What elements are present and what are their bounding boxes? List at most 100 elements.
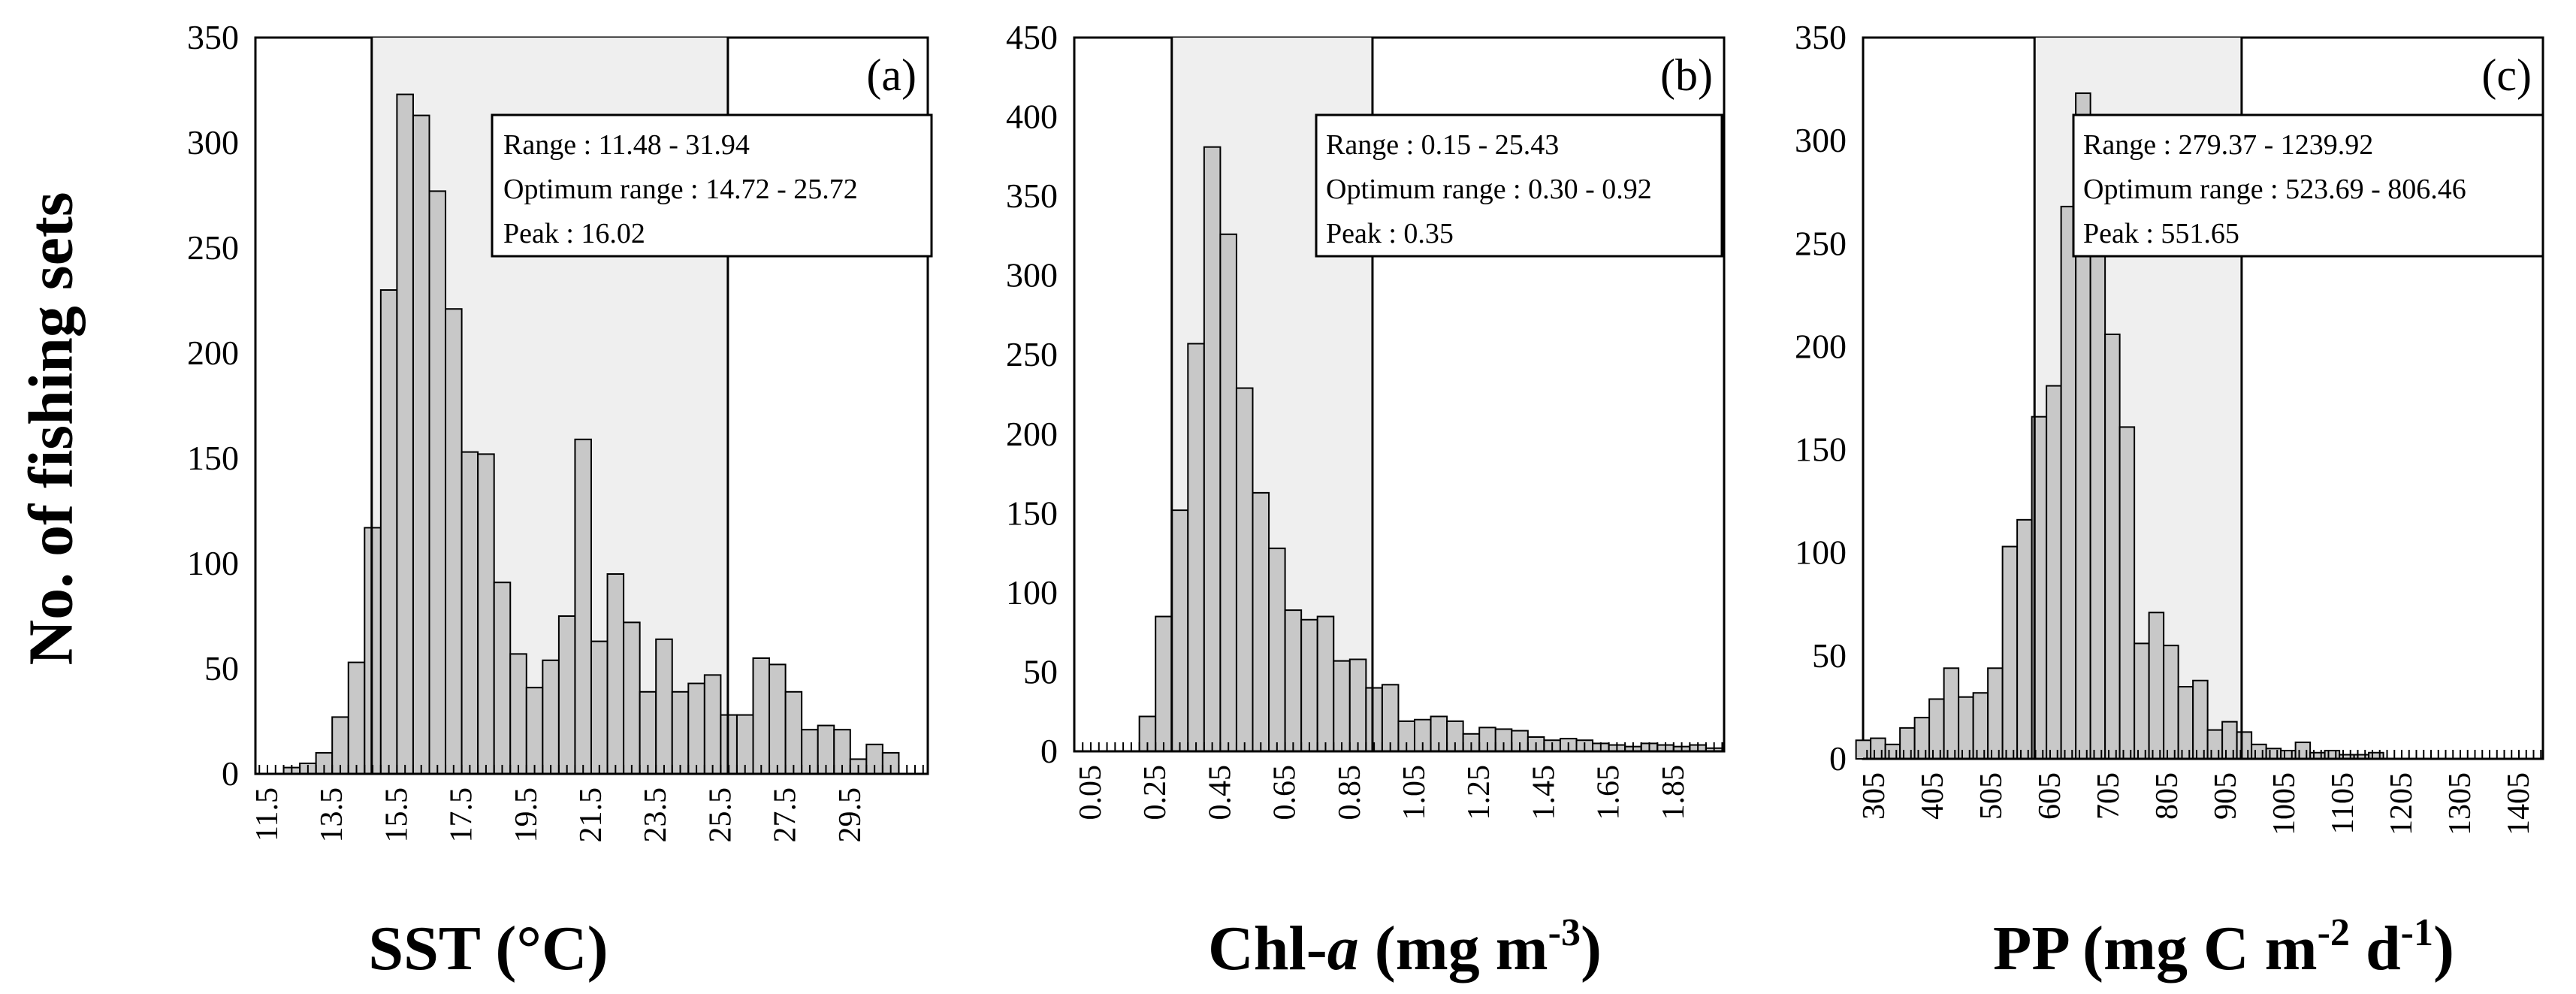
x-tick-label: 23.5 — [639, 787, 673, 843]
histogram-bar — [412, 114, 430, 775]
histogram-bar — [525, 687, 544, 775]
x-tick-label: 1005 — [2267, 772, 2302, 835]
y-tick-label: 250 — [1795, 224, 1847, 262]
x-tick-label: 1205 — [2384, 772, 2419, 835]
histogram-bar — [1913, 717, 1931, 760]
histogram-bar — [655, 638, 673, 775]
histogram-bar — [2192, 679, 2209, 760]
panel-label-b: (b) — [1660, 50, 1713, 100]
x-tick-label: 0.25 — [1138, 765, 1173, 820]
histogram-bar — [769, 663, 787, 775]
chl-bars — [1138, 38, 1723, 753]
histogram-bar — [2177, 686, 2194, 760]
x-title-c-sup2: -1 — [2401, 911, 2433, 954]
x-tick-label: 13.5 — [315, 787, 349, 843]
y-tick-label: 350 — [1006, 177, 1058, 215]
histogram-bar — [1987, 667, 2004, 760]
info-optimum-a: Optimum range : 14.72 - 25.72 — [503, 174, 858, 205]
x-tick-label: 1105 — [2326, 772, 2360, 834]
y-tick-label: 150 — [187, 439, 239, 477]
info-peak-c: Peak : 551.65 — [2083, 218, 2239, 249]
x-tick-label: 905 — [2209, 772, 2243, 820]
x-title-b-end: ) — [1581, 914, 1602, 983]
histogram-bar — [2001, 545, 2019, 760]
y-tick-label: 50 — [1023, 652, 1058, 690]
histogram-bar — [557, 615, 576, 775]
histogram-bar — [590, 640, 609, 775]
histogram-bar — [2118, 426, 2136, 760]
y-tick-label: 100 — [1795, 533, 1847, 572]
x-tick-label: 605 — [2033, 772, 2067, 820]
x-tick-label: 1405 — [2502, 772, 2536, 835]
histogram-bar — [2206, 729, 2224, 760]
x-title-c-end: ) — [2433, 914, 2454, 983]
histogram-bar — [606, 573, 625, 775]
x-tick-label: 1.25 — [1462, 765, 1496, 820]
x-tick-label: 0.05 — [1074, 765, 1108, 820]
histogram-bar — [639, 690, 657, 775]
y-tick-label: 0 — [1829, 739, 1847, 778]
x-tick-label: 1.65 — [1592, 765, 1626, 820]
info-box-c — [2072, 113, 2544, 258]
histogram-bar — [347, 661, 366, 775]
x-title-b-sup: -3 — [1548, 911, 1581, 954]
info-peak-a: Peak : 16.02 — [503, 218, 645, 249]
histogram-bar — [2060, 205, 2077, 760]
panel-label-a: (a) — [866, 50, 917, 100]
info-peak-b: Peak : 0.35 — [1326, 218, 1454, 249]
y-tick-label: 200 — [1795, 327, 1847, 365]
x-tick-label: 21.5 — [574, 787, 609, 843]
histogram-bar — [1333, 660, 1351, 753]
y-tick-label: 200 — [187, 334, 239, 372]
histogram-bar — [2104, 333, 2121, 760]
x-tick-label: 1305 — [2443, 772, 2478, 835]
histogram-bar — [2016, 518, 2033, 760]
x-tick-label: 27.5 — [769, 787, 803, 843]
chl-histogram-panel: 0.05 0.25 0.45 0.65 0.85 1.05 1.25 1.45 1.65 1.85… — [1006, 18, 1726, 983]
x-tick-label: 1.85 — [1656, 765, 1691, 820]
y-tick-label: 300 — [1795, 121, 1847, 159]
histogram-bar — [2148, 612, 2165, 760]
histogram-bar — [703, 674, 722, 775]
x-tick-label: 0.45 — [1203, 765, 1237, 820]
y-tick-label: 250 — [1006, 335, 1058, 373]
histogram-bar — [1268, 547, 1286, 752]
x-tick-label: 19.5 — [509, 787, 544, 843]
histogram-bar — [1300, 618, 1318, 752]
histogram-bar — [623, 621, 641, 775]
x-title-c-part2: d — [2350, 914, 2401, 983]
histogram-bar — [2046, 385, 2062, 760]
info-optimum-c: Optimum range : 523.69 - 806.46 — [2083, 174, 2466, 205]
x-tick-label: 705 — [2091, 772, 2126, 820]
histogram-bar — [1870, 737, 1886, 760]
chl-axes: 0.05 0.25 0.45 0.65 0.85 1.05 1.25 1.45 1.65 1.85… — [1006, 18, 1724, 820]
x-tick-label: 11.5 — [250, 787, 285, 841]
histogram-bar — [379, 289, 398, 775]
sst-axes: 11.5 13.5 15.5 17.5 19.5 21.5 23.5 25.5 27.5 29.5… — [187, 18, 928, 843]
histogram-bar — [1348, 658, 1367, 752]
info-range-a: Range : 11.48 - 31.94 — [503, 129, 750, 161]
y-tick-label: 350 — [1795, 18, 1847, 56]
histogram-bar — [2089, 213, 2106, 760]
histogram-bar — [509, 653, 527, 775]
histogram-bar — [445, 308, 463, 775]
x-tick-label: 0.65 — [1268, 765, 1303, 820]
y-tick-label: 0 — [222, 754, 239, 793]
x-tick-label: 0.85 — [1333, 765, 1367, 820]
x-title-c-sup1: -2 — [2318, 911, 2350, 954]
x-tick-label: 505 — [1974, 772, 2009, 820]
histogram-bar — [1855, 739, 1872, 760]
histogram-bar — [428, 190, 447, 775]
y-tick-label: 0 — [1040, 732, 1058, 770]
x-tick-label: 17.5 — [445, 787, 479, 843]
pp-axes: 305 405 505 605 705 805 905 1005 1105 1205 1305 140… — [1795, 18, 2543, 835]
histogram-bar — [1958, 696, 1974, 760]
histogram-bar — [1187, 343, 1205, 752]
y-tick-label: 150 — [1795, 431, 1847, 469]
pp-histogram-panel: 305 405 505 605 705 805 905 1005 1105 1205 1305 140… — [1795, 18, 2544, 983]
y-tick-label: 350 — [187, 18, 239, 56]
histogram-bar — [396, 93, 414, 775]
histogram-bar — [2294, 742, 2312, 760]
histogram-bar — [1928, 698, 1945, 760]
